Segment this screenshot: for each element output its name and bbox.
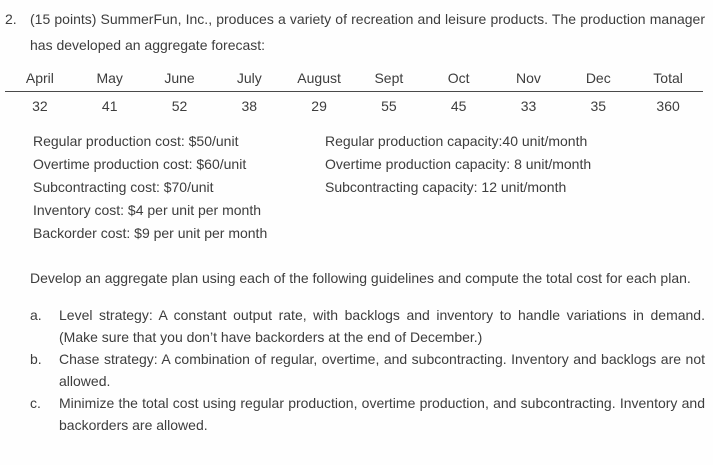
overtime-capacity-line: Overtime production capacity: 8 unit/mon…: [325, 156, 592, 172]
list-marker: c.: [30, 395, 41, 411]
subcontracting-cost-line: Subcontracting cost: $70/unit: [33, 179, 214, 195]
month-header-cell: Sept: [353, 68, 424, 92]
month-header-cell: August: [284, 68, 354, 92]
instructions-paragraph: Develop an aggregate plan using each of …: [30, 270, 691, 286]
list-marker: a.: [30, 307, 42, 323]
forecast-value-cell: 29: [311, 98, 327, 114]
forecast-table: April May June July August Sept Oct Nov …: [5, 68, 703, 116]
costs-block: Regular production cost: $50/unit Overti…: [33, 130, 705, 245]
total-header-cell: Total: [633, 68, 703, 92]
forecast-table-body: 32 41 52 38 29 55 45 33 35 360: [5, 92, 703, 117]
plans-list: a. Level strategy: A constant output rat…: [30, 304, 705, 436]
problem-number: 2.: [5, 11, 17, 27]
month-header-cell: April: [5, 68, 75, 92]
forecast-value-cell: 33: [520, 98, 537, 114]
list-item-chase-strategy: b. Chase strategy: A combination of regu…: [30, 348, 705, 392]
list-item-text: Level strategy: A constant output rate, …: [59, 307, 705, 345]
month-header-cell: June: [144, 68, 215, 92]
regular-capacity-line: Regular production capacity:40 unit/mont…: [325, 133, 588, 149]
costs-column: Regular production cost: $50/unit Overti…: [33, 130, 325, 245]
forecast-value-cell: 45: [450, 98, 467, 114]
month-header-cell: Nov: [493, 68, 564, 92]
forecast-value-cell: 41: [101, 98, 118, 114]
forecast-value-cell: 52: [171, 98, 188, 114]
list-item-text: Chase strategy: A combination of regular…: [59, 351, 705, 389]
capacities-column: Regular production capacity:40 unit/mont…: [325, 130, 705, 245]
forecast-value-cell: 55: [381, 98, 397, 114]
table-header-row: April May June July August Sept Oct Nov …: [5, 68, 703, 92]
forecast-total-cell: 360: [656, 98, 680, 114]
forecast-value-cell: 35: [590, 98, 607, 114]
problem-intro-text: (15 points) SummerFun, Inc., produces a …: [30, 11, 705, 53]
overtime-cost-line: Overtime production cost: $60/unit: [33, 156, 247, 172]
subcontracting-capacity-line: Subcontracting capacity: 12 unit/month: [325, 179, 567, 195]
month-header-cell: July: [214, 68, 285, 92]
backorder-cost-line: Backorder cost: $9 per unit per month: [33, 225, 268, 241]
list-item-level-strategy: a. Level strategy: A constant output rat…: [30, 304, 705, 348]
list-item-minimize-cost: c. Minimize the total cost using regular…: [30, 392, 705, 436]
problem-intro: 2. (15 points) SummerFun, Inc., produces…: [5, 6, 705, 58]
month-header-cell: May: [74, 68, 145, 92]
forecast-value-cell: 38: [241, 98, 258, 114]
inventory-cost-line: Inventory cost: $4 per unit per month: [33, 202, 262, 218]
regular-cost-line: Regular production cost: $50/unit: [33, 133, 239, 149]
table-row: 32 41 52 38 29 55 45 33 35 360: [5, 92, 703, 117]
list-marker: b.: [30, 351, 42, 367]
forecast-table-head: April May June July August Sept Oct Nov …: [5, 68, 703, 92]
list-item-text: Minimize the total cost using regular pr…: [59, 395, 705, 433]
forecast-value-cell: 32: [32, 98, 48, 114]
month-header-cell: Oct: [423, 68, 494, 92]
month-header-cell: Dec: [563, 68, 634, 92]
